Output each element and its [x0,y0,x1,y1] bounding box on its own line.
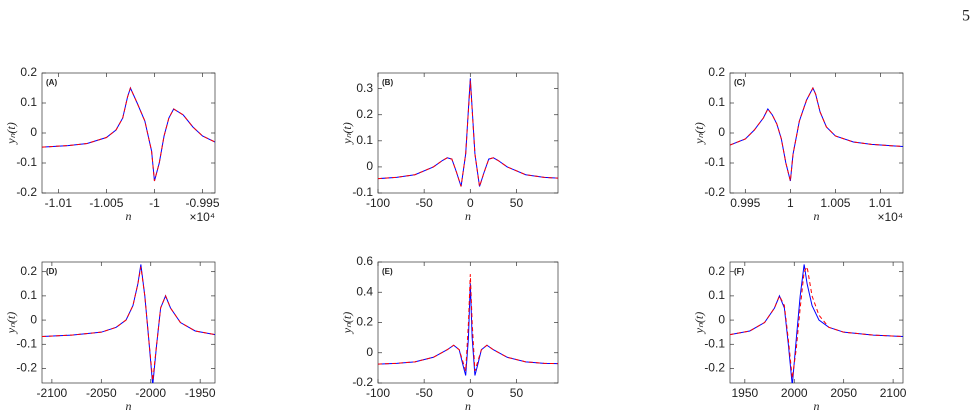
x-tick-label: -1950 [185,386,216,400]
plot-box [729,72,904,194]
y-tick-label: 0 [366,345,373,359]
y-tick-label: 0.4 [356,284,373,298]
x-tick-label: -1 [149,196,160,210]
series-line [730,86,903,182]
panel-label: (A) [46,78,57,87]
plot-box [41,72,216,194]
y-tick-label: 0.2 [708,264,725,278]
panel-label: (E) [382,267,393,276]
series-line [42,86,215,182]
y-tick-label: 0.6 [356,254,373,268]
x-axis-label: n [814,399,820,413]
y-axis-label: yₙ(t) [4,122,18,144]
y-axis-label: yₙ(t) [692,312,706,334]
x-tick-label: -2000 [135,386,166,400]
y-tick-label: -0.1 [704,155,725,169]
series-line [42,266,215,381]
x-tick-label: -2100 [37,386,68,400]
x-exponent-label: ×10⁴ [877,210,903,224]
y-tick-label: 0.2 [708,65,725,79]
y-tick-label: 0 [718,312,725,326]
x-tick-label: 0 [467,386,474,400]
series-line [730,265,903,379]
x-tick-label: 2100 [880,386,907,400]
y-tick-label: 0.3 [356,81,373,95]
x-axis-label: n [814,209,820,223]
x-axis-label: n [126,399,132,413]
panel-label: (B) [382,78,393,87]
x-tick-label: 1.005 [820,196,850,210]
y-tick-label: 0.2 [356,315,373,329]
y-axis-label: yₙ(t) [340,312,354,334]
y-tick-label: -0.1 [16,336,37,350]
y-axis-label: yₙ(t) [692,122,706,144]
plot-box [41,261,216,384]
x-tick-label: 2050 [830,386,857,400]
y-tick-label: 0 [30,312,37,326]
y-tick-label: 0.2 [20,264,37,278]
y-tick-label: -0.1 [352,185,373,199]
x-axis-label: n [465,399,471,413]
y-tick-label: 0.1 [708,95,725,109]
x-tick-label: 50 [510,386,524,400]
y-tick-label: -0.2 [16,361,37,375]
x-tick-label: -0.995 [185,196,219,210]
y-tick-label: 0 [30,125,37,139]
x-exponent-label: ×10⁴ [189,210,215,224]
y-tick-label: 0.1 [20,288,37,302]
y-tick-label: 0.1 [20,95,37,109]
series-line [378,80,558,187]
x-tick-label: 1.01 [869,196,893,210]
x-tick-label: -50 [415,196,433,210]
page-number: 5 [962,8,970,25]
panel-label: (D) [46,267,57,276]
x-tick-label: 50 [510,196,524,210]
series-line [730,86,903,182]
x-axis-label: n [465,209,471,223]
series-line [42,86,215,182]
y-tick-label: 0.2 [356,107,373,121]
series-line [730,264,903,383]
y-axis-label: yₙ(t) [4,312,18,334]
y-tick-label: -0.1 [16,155,37,169]
y-tick-label: -0.1 [704,336,725,350]
x-tick-label: 0 [467,196,474,210]
panel-label: (F) [734,267,745,276]
x-tick-label: -1.01 [45,196,73,210]
x-tick-label: 1950 [731,386,758,400]
y-tick-label: -0.2 [704,361,725,375]
panel-label: (C) [734,78,745,87]
y-tick-label: 0.1 [356,133,373,147]
plot-box [729,261,904,384]
y-tick-label: -0.2 [704,185,725,199]
x-tick-label: -50 [415,386,433,400]
y-tick-label: 0 [718,125,725,139]
y-tick-label: -0.2 [352,375,373,389]
y-tick-label: 0.2 [20,65,37,79]
y-axis-label: yₙ(t) [340,122,354,144]
x-tick-label: -1.005 [89,196,123,210]
y-tick-label: -0.2 [16,185,37,199]
x-tick-label: 1 [787,196,794,210]
x-tick-label: -2050 [86,386,117,400]
series-line [42,264,215,383]
x-tick-label: -100 [366,196,390,210]
y-tick-label: 0 [366,159,373,173]
plot-box [377,72,559,194]
series-line [378,78,558,187]
x-tick-label: -100 [366,386,390,400]
y-tick-label: 0.1 [708,288,725,302]
x-tick-label: 0.995 [730,196,760,210]
x-tick-label: 2000 [781,386,808,400]
series-line [378,274,558,372]
x-axis-label: n [126,209,132,223]
